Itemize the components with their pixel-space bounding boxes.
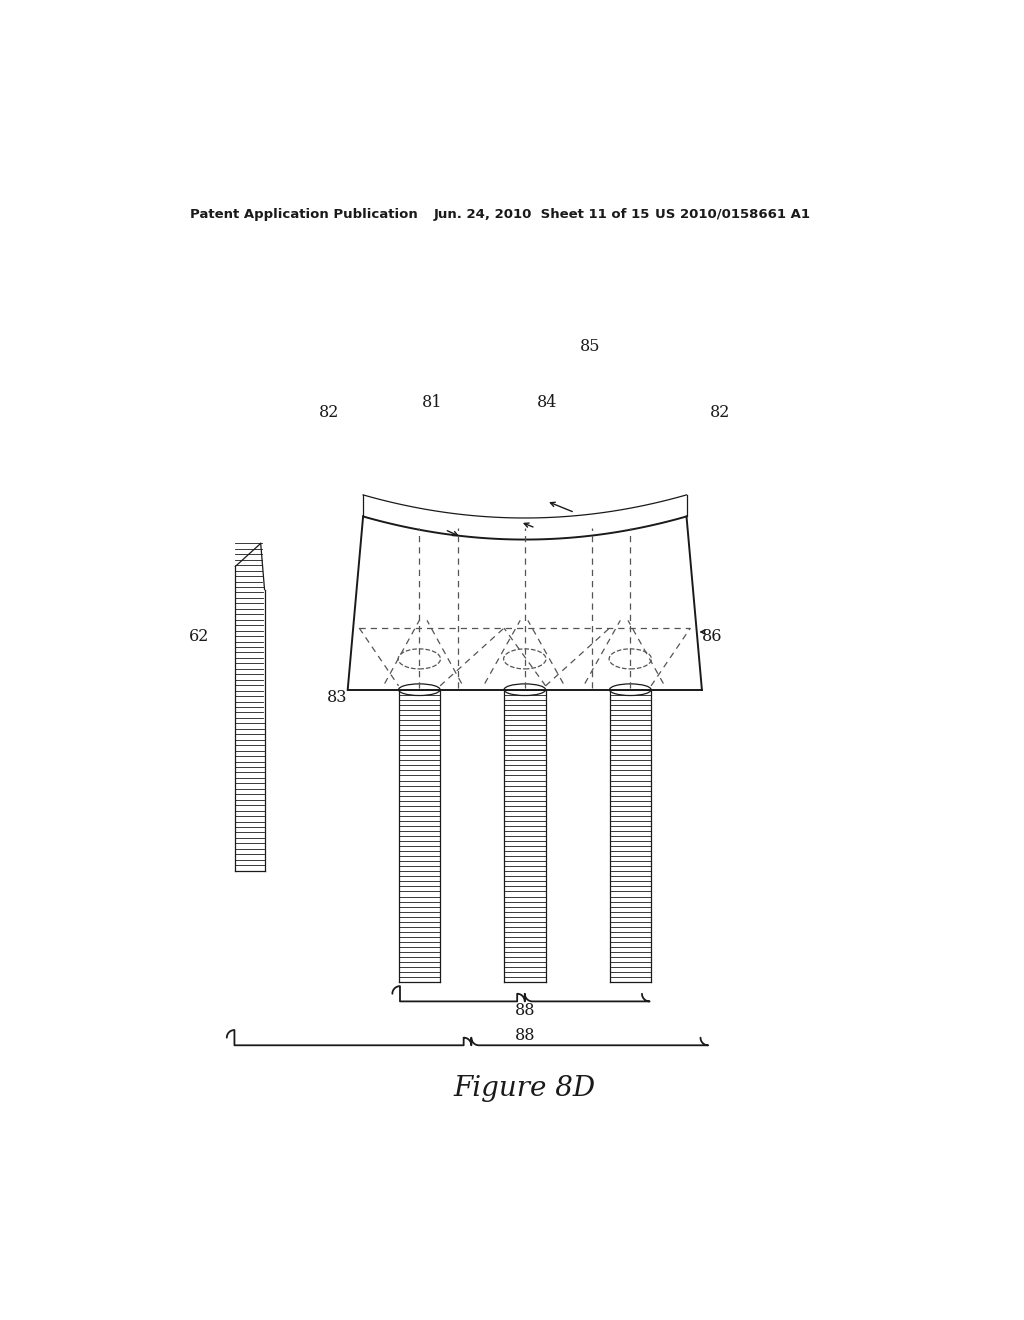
Text: 82: 82 xyxy=(319,404,340,421)
Text: 86: 86 xyxy=(702,627,723,644)
Text: Patent Application Publication: Patent Application Publication xyxy=(189,207,418,220)
Text: 62: 62 xyxy=(189,627,210,644)
Text: Figure 8D: Figure 8D xyxy=(454,1074,596,1102)
Text: Jun. 24, 2010  Sheet 11 of 15: Jun. 24, 2010 Sheet 11 of 15 xyxy=(434,207,650,220)
Text: 83: 83 xyxy=(327,689,347,706)
Text: 85: 85 xyxy=(580,338,600,355)
Text: 81: 81 xyxy=(422,393,442,411)
Text: US 2010/0158661 A1: US 2010/0158661 A1 xyxy=(655,207,810,220)
Text: 88: 88 xyxy=(514,1002,536,1019)
Text: 88: 88 xyxy=(514,1027,536,1044)
Text: 82: 82 xyxy=(710,404,730,421)
Text: 84: 84 xyxy=(537,393,557,411)
